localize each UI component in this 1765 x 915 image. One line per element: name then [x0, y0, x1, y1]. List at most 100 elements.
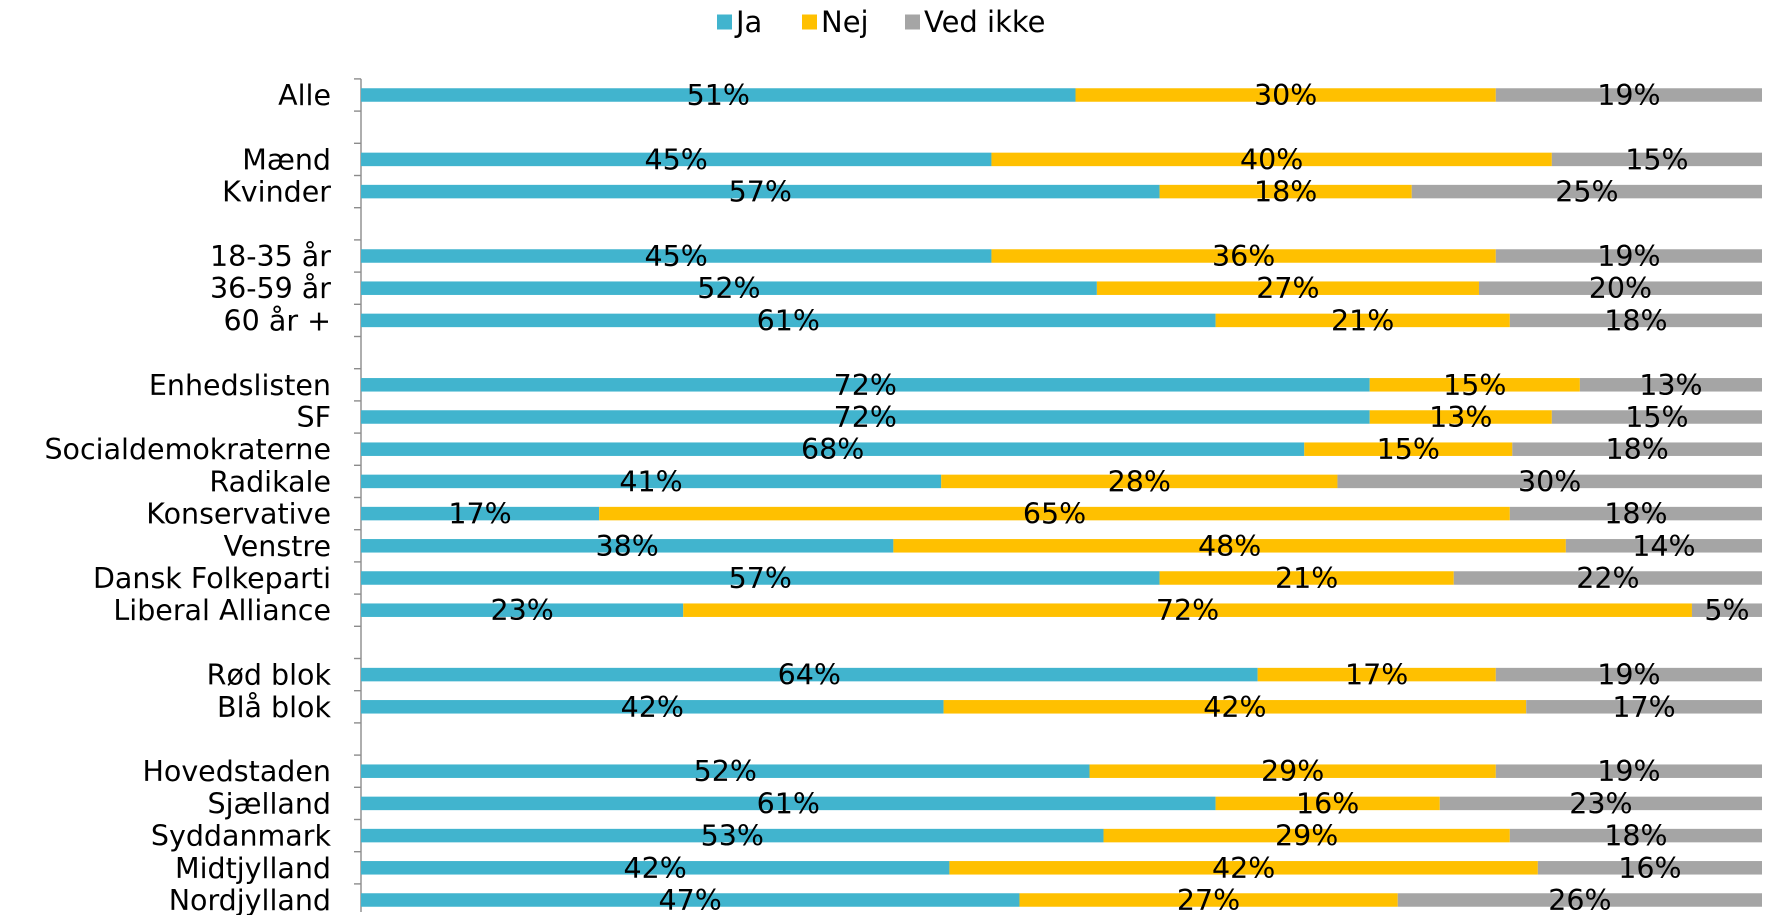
- legend-label-nej: Nej: [821, 5, 869, 39]
- data-label-ja-liberal-alliance: 23%: [490, 594, 553, 627]
- data-label-ja-syddanmark: 53%: [701, 820, 764, 853]
- legend-label-ja: Ja: [734, 5, 762, 39]
- category-label-sjaelland: Sjælland: [208, 787, 331, 820]
- data-label-ved-ikke-liberal-alliance: 5%: [1704, 594, 1749, 627]
- data-label-nej-blaa-blok: 42%: [1203, 691, 1266, 724]
- bar-ja-hovedstaden: [361, 764, 1090, 778]
- bar-ja-socialdemokraterne: [361, 442, 1305, 456]
- data-label-nej-nordjylland: 27%: [1177, 884, 1240, 915]
- legend-swatch-nej: [802, 14, 817, 30]
- bar-ved-ikke-18-35-aar: [1495, 249, 1762, 263]
- bar-nej-roed-blok: [1257, 667, 1496, 682]
- category-label-syddanmark: Syddanmark: [151, 820, 332, 853]
- category-label-60-aar: 60 år +: [224, 304, 331, 337]
- data-label-ja-60-aar: 61%: [757, 304, 820, 337]
- category-label-konservative: Konservative: [146, 498, 331, 531]
- data-label-ja-alle: 51%: [687, 79, 750, 112]
- category-label-36-59-aar: 36-59 år: [210, 272, 331, 305]
- data-label-ved-ikke-venstre: 14%: [1632, 530, 1695, 563]
- category-label-18-35-aar: 18-35 år: [210, 240, 331, 273]
- bar-ved-ikke-nordjylland: [1397, 893, 1762, 907]
- category-label-midtjylland: Midtjylland: [175, 852, 331, 885]
- bar-nej-18-35-aar: [991, 249, 1496, 263]
- bar-nej-blaa-blok: [943, 700, 1527, 714]
- data-label-ved-ikke-alle: 19%: [1597, 79, 1660, 112]
- bar-nej-sf: [1369, 410, 1552, 424]
- bar-ved-ikke-sf: [1551, 410, 1762, 424]
- bar-nej-liberal-alliance: [683, 603, 1692, 617]
- data-label-ja-radikale: 41%: [619, 465, 682, 498]
- data-label-nej-36-59-aar: 27%: [1256, 272, 1319, 305]
- data-label-nej-kvinder: 18%: [1254, 176, 1317, 209]
- data-label-ved-ikke-hovedstaden: 19%: [1597, 755, 1660, 788]
- data-label-ja-venstre: 38%: [596, 530, 659, 563]
- bar-ved-ikke-venstre: [1565, 539, 1762, 553]
- data-label-ja-roed-blok: 64%: [778, 659, 841, 692]
- category-label-hovedstaden: Hovedstaden: [142, 755, 331, 788]
- bar-ved-ikke-kvinder: [1411, 184, 1762, 199]
- bar-ja-venstre: [361, 539, 894, 553]
- data-label-ved-ikke-60-aar: 18%: [1604, 304, 1667, 337]
- bar-ja-radikale: [361, 474, 942, 489]
- bar-ja-18-35-aar: [361, 249, 992, 263]
- bar-nej-nordjylland: [1019, 893, 1398, 907]
- data-label-nej-enhedslisten: 15%: [1443, 369, 1506, 402]
- data-label-ja-36-59-aar: 52%: [697, 272, 760, 305]
- data-label-nej-18-35-aar: 36%: [1212, 240, 1275, 273]
- legend: Ja Nej Ved ikke: [717, 5, 1046, 39]
- bar-ved-ikke-alle: [1495, 88, 1762, 102]
- data-label-ved-ikke-maend: 15%: [1625, 143, 1688, 176]
- bar-nej-dansk-folkeparti: [1159, 571, 1454, 585]
- bar-ved-ikke-blaa-blok: [1526, 700, 1762, 714]
- bar-nej-venstre: [893, 539, 1566, 553]
- category-label-maend: Mænd: [242, 143, 331, 176]
- bar-ja-alle: [361, 88, 1076, 102]
- bar-nej-maend: [991, 152, 1552, 167]
- data-label-ved-ikke-midtjylland: 16%: [1618, 852, 1681, 885]
- bar-ja-liberal-alliance: [361, 603, 684, 617]
- data-label-nej-dansk-folkeparti: 21%: [1275, 562, 1338, 595]
- bar-ved-ikke-roed-blok: [1495, 667, 1762, 682]
- bar-ved-ikke-syddanmark: [1509, 828, 1762, 843]
- data-label-ja-dansk-folkeparti: 57%: [729, 562, 792, 595]
- bar-nej-kvinder: [1159, 184, 1412, 199]
- category-label-roed-blok: Rød blok: [207, 659, 332, 692]
- bar-nej-36-59-aar: [1096, 281, 1479, 295]
- bar-ja-roed-blok: [361, 667, 1258, 682]
- category-label-dansk-folkeparti: Dansk Folkeparti: [93, 562, 331, 595]
- data-label-ja-midtjylland: 42%: [624, 852, 687, 885]
- category-label-radikale: Radikale: [209, 465, 331, 498]
- bar-ved-ikke-hovedstaden: [1495, 764, 1762, 778]
- data-label-nej-sf: 13%: [1429, 401, 1492, 434]
- data-label-nej-60-aar: 21%: [1331, 304, 1394, 337]
- bar-nej-syddanmark: [1103, 828, 1510, 843]
- data-label-ved-ikke-blaa-blok: 17%: [1612, 691, 1675, 724]
- data-label-ja-maend: 45%: [645, 143, 708, 176]
- category-label-liberal-alliance: Liberal Alliance: [113, 594, 331, 627]
- bar-nej-konservative: [599, 506, 1510, 521]
- data-label-ja-nordjylland: 47%: [659, 884, 722, 915]
- data-label-ja-konservative: 17%: [448, 498, 511, 531]
- data-label-ved-ikke-enhedslisten: 13%: [1639, 369, 1702, 402]
- category-label-venstre: Venstre: [223, 530, 331, 563]
- bar-ja-sf: [361, 410, 1370, 424]
- bar-ved-ikke-maend: [1551, 152, 1762, 167]
- bar-ja-syddanmark: [361, 828, 1104, 843]
- data-label-ved-ikke-konservative: 18%: [1604, 498, 1667, 531]
- bar-nej-midtjylland: [949, 861, 1538, 875]
- data-label-ved-ikke-nordjylland: 26%: [1548, 884, 1611, 915]
- bar-ved-ikke-sjaelland: [1439, 796, 1762, 811]
- category-label-enhedslisten: Enhedslisten: [149, 369, 331, 402]
- data-label-ved-ikke-roed-blok: 19%: [1597, 659, 1660, 692]
- category-label-nordjylland: Nordjylland: [169, 884, 331, 915]
- data-label-nej-hovedstaden: 29%: [1261, 755, 1324, 788]
- bar-ved-ikke-36-59-aar: [1478, 281, 1762, 295]
- category-label-sf: SF: [297, 401, 331, 434]
- data-label-ved-ikke-sf: 15%: [1625, 401, 1688, 434]
- data-label-ja-socialdemokraterne: 68%: [801, 433, 864, 466]
- bar-ja-midtjylland: [361, 861, 950, 875]
- bar-ja-konservative: [361, 506, 600, 521]
- data-label-nej-socialdemokraterne: 15%: [1377, 433, 1440, 466]
- category-label-alle: Alle: [278, 79, 331, 112]
